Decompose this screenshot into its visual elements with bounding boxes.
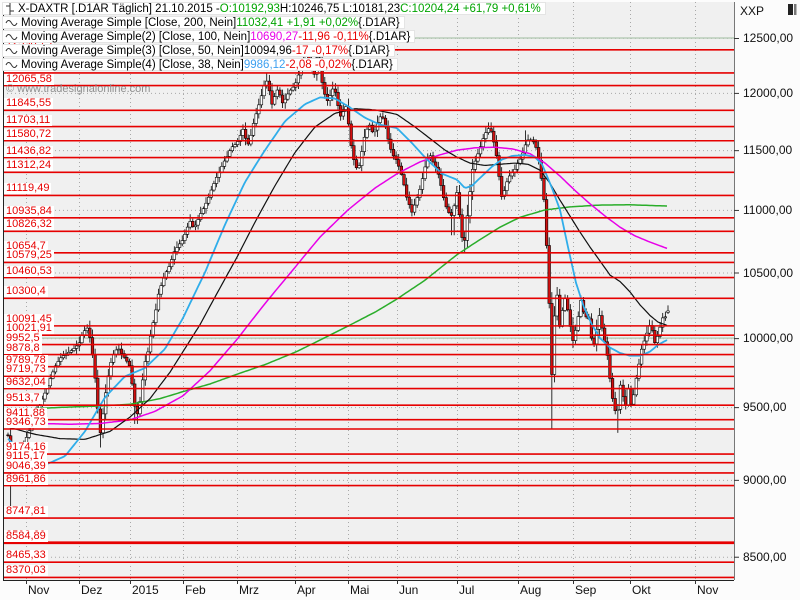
time-axis-tick: Jul bbox=[459, 583, 475, 597]
legend-row-indicator[interactable]: Moving Average Simple(4) [Close, 38, Nei… bbox=[2, 58, 398, 71]
time-axis-tick: Mrz bbox=[239, 583, 259, 597]
level-lines bbox=[3, 49, 734, 579]
price-axis-tick: 12000,00 bbox=[743, 85, 794, 100]
time-axis-tick: Feb bbox=[185, 583, 206, 597]
legend-row-instrument[interactable]: X-DAXTR [.D1AR Täglich] 21.10.2015 - O:1… bbox=[2, 2, 546, 15]
price-level-label[interactable]: 11312,24 bbox=[4, 159, 54, 172]
price-level-label[interactable]: 9174,16 bbox=[4, 441, 48, 454]
legend-text: -2,08 -0,02% bbox=[285, 58, 352, 71]
ma-line-sma-50 bbox=[7, 108, 668, 440]
price-level-label[interactable]: 10021,91 bbox=[4, 322, 54, 335]
legend-text: -11,96 -0,11% bbox=[298, 30, 369, 43]
legend-text: X-DAXTR [.D1AR Täglich] 21.10.2015 - bbox=[18, 2, 220, 15]
legend-text: 10690,27 bbox=[250, 30, 299, 43]
price-level-label[interactable]: 10826,32 bbox=[4, 218, 54, 231]
price-axis-tick: 9500,00 bbox=[743, 400, 787, 415]
price-level-label[interactable]: 9719,73 bbox=[4, 363, 48, 376]
pane-background bbox=[3, 2, 734, 580]
legend-row-indicator[interactable]: Moving Average Simple(3) [Close, 50, Nei… bbox=[2, 44, 395, 57]
ma-line-sma-38 bbox=[7, 96, 668, 466]
price-level-label[interactable]: 11119,49 bbox=[4, 182, 52, 195]
price-axis-tick: 9000,00 bbox=[743, 472, 787, 487]
price-level-label[interactable]: 9346,73 bbox=[4, 415, 48, 428]
legend-text: C:10204,24 +61,79 +0,61% bbox=[400, 2, 541, 15]
price-level-label[interactable]: 12065,58 bbox=[4, 72, 54, 85]
price-level-label[interactable]: 9115,17 bbox=[4, 449, 47, 462]
price-axis-tick: 11500,00 bbox=[743, 143, 793, 158]
price-level-label[interactable]: 8370,03 bbox=[4, 564, 48, 577]
price-level-label[interactable]: 11580,72 bbox=[4, 127, 54, 140]
legend-text: 9986,12 bbox=[243, 58, 286, 71]
price-level-label[interactable]: 10579,25 bbox=[4, 249, 54, 262]
legend-text: -17 -0,17% bbox=[291, 44, 349, 57]
wave-icon bbox=[5, 18, 18, 28]
price-level-label[interactable]: 10654,7 bbox=[4, 239, 48, 252]
price-level-label[interactable]: 9789,78 bbox=[4, 353, 48, 366]
legend-text: 10094,96 bbox=[243, 44, 292, 57]
legend-text: 11032,41 +1,91 +0,02% bbox=[236, 16, 359, 29]
legend-text: H:10246,75 L:10181,23 bbox=[279, 2, 401, 15]
price-level-label[interactable]: 9046,39 bbox=[4, 459, 48, 472]
time-axis-tick: Dez bbox=[81, 583, 103, 597]
legend-text: {.D1AR} bbox=[348, 44, 390, 57]
price-level-label[interactable]: 8961,86 bbox=[4, 472, 48, 485]
price-level-label[interactable]: 11436,82 bbox=[4, 144, 54, 157]
candlestick-icon bbox=[5, 2, 15, 15]
watermark: © www.tradesignalonline.com bbox=[6, 83, 151, 95]
legend-text: Moving Average Simple(3) [Close, 50, Nei… bbox=[21, 44, 244, 57]
price-level-label[interactable]: 11703,11 bbox=[4, 113, 53, 126]
price-axis-tick: 10000,00 bbox=[743, 331, 794, 346]
time-axis-tick: Sep bbox=[575, 583, 597, 597]
time-axis-tick: Okt bbox=[632, 583, 651, 597]
price-axis-tick: 12500,00 bbox=[743, 31, 794, 45]
price-level-label[interactable]: 9411,88 bbox=[4, 406, 47, 419]
legend-text: {.D1AR} bbox=[368, 30, 411, 43]
legend-text: Moving Average Simple(4) [Close, 38, Nei… bbox=[21, 58, 244, 71]
legend-row-indicator[interactable]: Moving Average Simple(2) [Close, 100, Ne… bbox=[2, 30, 416, 43]
wave-icon bbox=[5, 32, 18, 42]
price-axis-tick: 8500,00 bbox=[743, 549, 787, 564]
time-axis-tick: Aug bbox=[520, 583, 542, 597]
legend-text: {.D1AR} bbox=[358, 16, 400, 29]
price-axis-tick: 10500,00 bbox=[743, 265, 794, 280]
price-level-label[interactable]: 9952,5 bbox=[4, 331, 42, 344]
price-level-label[interactable]: 8747,81 bbox=[4, 505, 48, 518]
time-axis-tick: Nov bbox=[697, 583, 719, 597]
time-axis-tick: Jun bbox=[399, 583, 419, 597]
scale-unit-label: XXP bbox=[740, 4, 765, 18]
scale-menu-icon[interactable] bbox=[788, 2, 797, 20]
candles-layer bbox=[6, 49, 670, 517]
price-level-label[interactable]: 9878,8 bbox=[4, 341, 42, 354]
time-axis-tick: Mai bbox=[350, 583, 370, 597]
ma-line-sma-100 bbox=[7, 146, 668, 425]
price-level-label[interactable]: 9632,04 bbox=[4, 375, 48, 388]
price-level-label[interactable]: 10091,45 bbox=[4, 312, 54, 325]
price-level-label[interactable]: 8584,89 bbox=[4, 530, 48, 543]
time-axis-tick: 2015 bbox=[132, 583, 159, 597]
price-level-label[interactable]: 8465,33 bbox=[4, 549, 48, 562]
wave-icon bbox=[5, 60, 18, 70]
price-level-label[interactable]: 9513,7 bbox=[4, 392, 42, 405]
legend-text: O:10192,93 bbox=[219, 2, 280, 15]
legend-text: Moving Average Simple [Close, 200, Nein] bbox=[21, 16, 237, 29]
legend-text: Moving Average Simple(2) [Close, 100, Ne… bbox=[21, 30, 251, 43]
price-level-label[interactable]: 10460,53 bbox=[4, 264, 54, 277]
legend-text: {.D1AR} bbox=[351, 58, 393, 71]
price-axis-tick: 11000,00 bbox=[743, 202, 793, 217]
time-axis-tick: Apr bbox=[297, 583, 316, 597]
price-level-label[interactable]: 10300,4 bbox=[4, 285, 48, 298]
price-level-label[interactable]: 10935,84 bbox=[4, 204, 54, 217]
price-level-label[interactable]: 11845,55 bbox=[4, 97, 54, 110]
time-axis-tick: Nov bbox=[28, 583, 50, 597]
wave-icon bbox=[5, 46, 18, 56]
legend-row-indicator[interactable]: Moving Average Simple [Close, 200, Nein]… bbox=[2, 16, 405, 29]
